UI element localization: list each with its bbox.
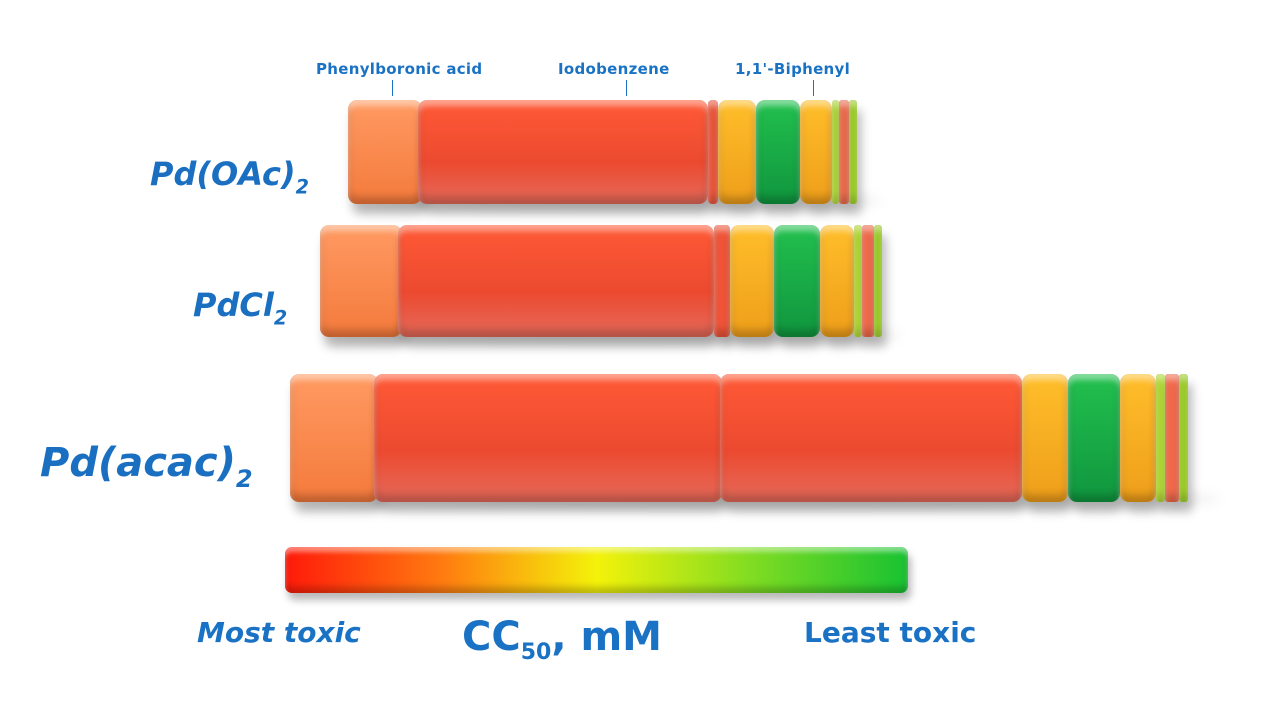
tick-biphenyl <box>813 80 814 96</box>
tick-phenylboronic-acid <box>392 80 393 96</box>
label-iodobenzene: Iodobenzene <box>558 60 670 78</box>
block-amber-2 <box>1120 374 1156 502</box>
legend-least-toxic: Least toxic <box>804 616 977 649</box>
scale-title-unit: , mM <box>551 614 662 660</box>
block-amber-2 <box>800 100 832 204</box>
catalyst-subscript: 2 <box>295 175 309 199</box>
block-thin-red <box>714 225 730 337</box>
catalyst-subscript: 2 <box>273 306 288 330</box>
block-amber <box>718 100 756 204</box>
block-salmon <box>862 225 874 337</box>
block-green <box>774 225 820 337</box>
scale-title-main: CC <box>462 614 521 660</box>
block-lime-2 <box>849 100 857 204</box>
scale-title: CC50, mM <box>462 614 662 665</box>
legend-most-toxic: Most toxic <box>197 616 361 649</box>
block-lime <box>832 100 839 204</box>
block-iodobenzene <box>398 225 714 337</box>
label-biphenyl: 1,1'-Biphenyl <box>735 60 851 78</box>
row-label-pdcl2: PdCl2 <box>193 286 287 330</box>
block-lime-2 <box>874 225 882 337</box>
block-phenylboronic-acid <box>348 100 422 204</box>
catalyst-name: Pd(acac) <box>40 440 236 486</box>
block-salmon <box>839 100 849 204</box>
row-label-pd-acac2: Pd(acac)2 <box>40 440 253 493</box>
label-phenylboronic-acid: Phenylboronic acid <box>316 60 483 78</box>
catalyst-subscript: 2 <box>235 464 253 493</box>
block-iodobenzene-2 <box>720 374 1022 502</box>
block-lime <box>854 225 862 337</box>
block-lime-2 <box>1179 374 1188 502</box>
block-iodobenzene <box>418 100 708 204</box>
block-iodobenzene <box>374 374 722 502</box>
catalyst-name: Pd(OAc) <box>150 155 296 193</box>
block-phenylboronic-acid <box>320 225 402 337</box>
block-green <box>1068 374 1120 502</box>
block-amber <box>1022 374 1068 502</box>
row-label-pd-oac2: Pd(OAc)2 <box>150 155 309 199</box>
block-phenylboronic-acid <box>290 374 378 502</box>
block-salmon <box>1165 374 1179 502</box>
block-amber <box>730 225 774 337</box>
catalyst-name: PdCl <box>193 286 274 324</box>
block-lime <box>1156 374 1165 502</box>
block-amber-2 <box>820 225 854 337</box>
tick-iodobenzene <box>626 80 627 96</box>
scale-title-subscript: 50 <box>520 639 552 665</box>
block-thin-red <box>708 100 718 204</box>
block-green <box>756 100 800 204</box>
toxicity-color-scale <box>285 547 908 593</box>
